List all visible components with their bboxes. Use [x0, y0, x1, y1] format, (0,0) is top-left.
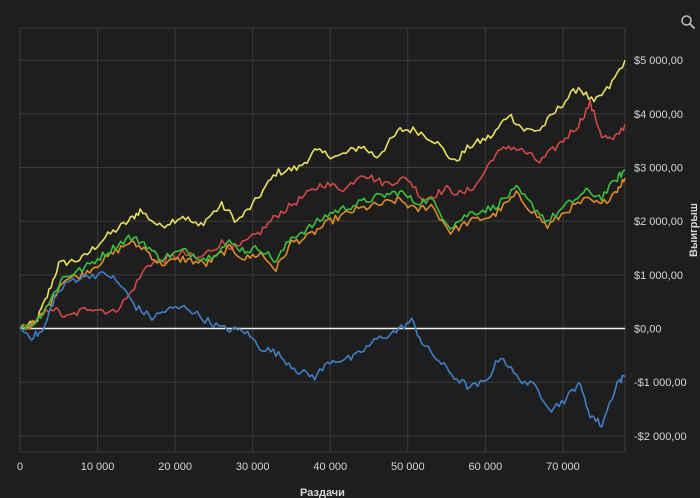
x-tick-label: 70 000: [546, 461, 580, 473]
y-tick-label: $0,00: [634, 324, 662, 336]
series-line-1: [19, 59, 626, 330]
y-tick-label: $5 000,00: [634, 55, 683, 67]
series-line-2: [19, 99, 626, 331]
series-line-5: [19, 271, 626, 428]
y-tick-label: -$2 000,00: [634, 431, 687, 443]
y-axis-ticks: $5 000,00 $4 000,00 $3 000,00 $2 000,00 $1 0…: [634, 55, 687, 443]
series-lines: [19, 59, 626, 428]
x-tick-label: 30 000: [236, 461, 270, 473]
x-tick-label: 60 000: [469, 461, 503, 473]
y-axis-title: Выигрыш: [688, 203, 700, 257]
x-axis-title: Раздачи: [300, 487, 345, 498]
series-line-3: [19, 178, 626, 330]
y-tick-label: $3 000,00: [634, 163, 683, 175]
x-tick-label: 40 000: [313, 461, 347, 473]
x-tick-label: 20 000: [158, 461, 192, 473]
zoom-button[interactable]: [680, 14, 696, 30]
series-line-4: [19, 169, 626, 331]
magnifier-icon: [681, 15, 695, 29]
grid: [19, 27, 626, 453]
y-tick-label: $2 000,00: [634, 216, 683, 228]
y-tick-label: $4 000,00: [634, 109, 683, 121]
x-tick-label: 50 000: [391, 461, 425, 473]
y-tick-label: -$1 000,00: [634, 377, 687, 389]
y-tick-label: $1 000,00: [634, 270, 683, 282]
x-tick-label: 10 000: [81, 461, 115, 473]
x-axis-ticks: 0 10 000 20 000 30 000 40 000 50 000 60 000 70 …: [17, 461, 580, 473]
x-tick-label: 0: [17, 461, 23, 473]
